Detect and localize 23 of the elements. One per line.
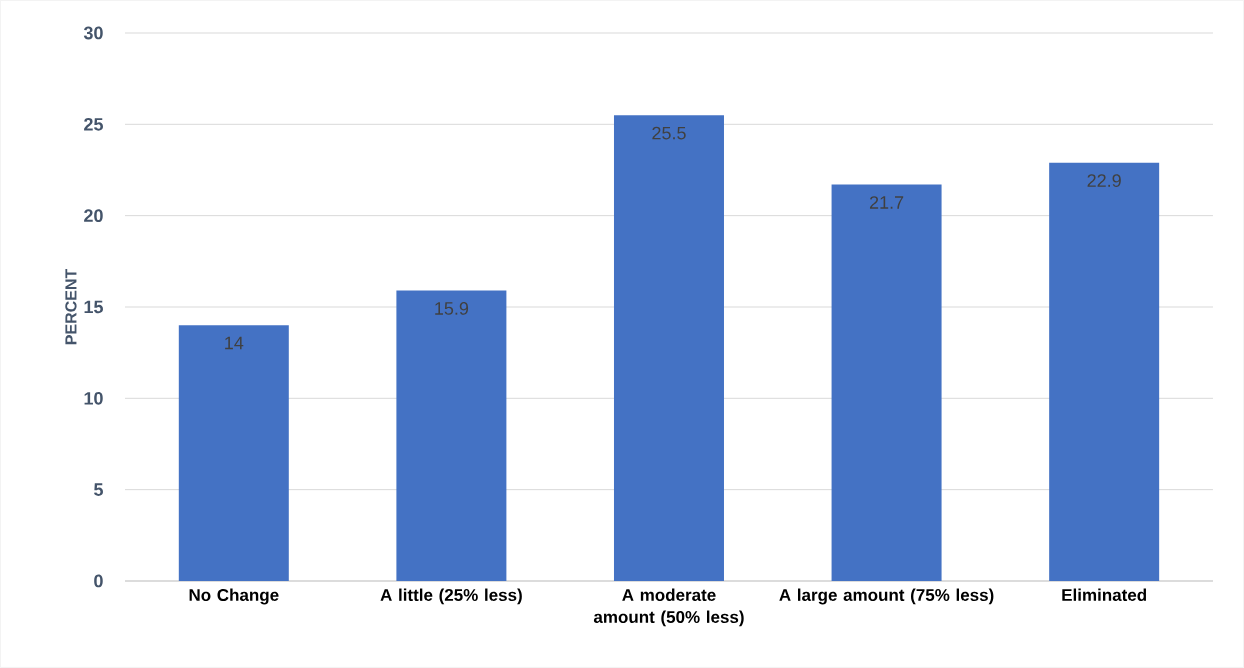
y-tick-label: 15 xyxy=(84,300,103,314)
x-tick-label: Eliminated xyxy=(1062,588,1147,602)
bar xyxy=(396,290,507,581)
bar xyxy=(178,325,289,581)
data-label: 14 xyxy=(225,336,244,350)
x-tick-label: A large amount (75% less) xyxy=(779,588,994,605)
y-tick-label: 5 xyxy=(94,483,103,496)
data-label: 15.9 xyxy=(435,302,469,315)
data-label: 22.9 xyxy=(1087,174,1121,187)
bar xyxy=(1049,162,1160,581)
x-tick-label: A little (25% less) xyxy=(380,588,522,605)
y-tick-label: 20 xyxy=(84,209,103,223)
y-tick-label: 0 xyxy=(94,574,103,588)
data-label: 25.5 xyxy=(652,126,686,140)
y-axis-title: PERCENT xyxy=(65,268,77,345)
x-tick-label: No Change xyxy=(189,588,279,605)
y-tick-label: 10 xyxy=(84,391,103,405)
data-label: 21.7 xyxy=(869,196,904,209)
y-tick-label: 30 xyxy=(83,26,103,40)
bar xyxy=(613,115,724,581)
bar xyxy=(831,184,942,581)
y-tick-label: 25 xyxy=(84,117,103,131)
x-tick-label: A moderate amount (50% less) xyxy=(593,588,744,627)
